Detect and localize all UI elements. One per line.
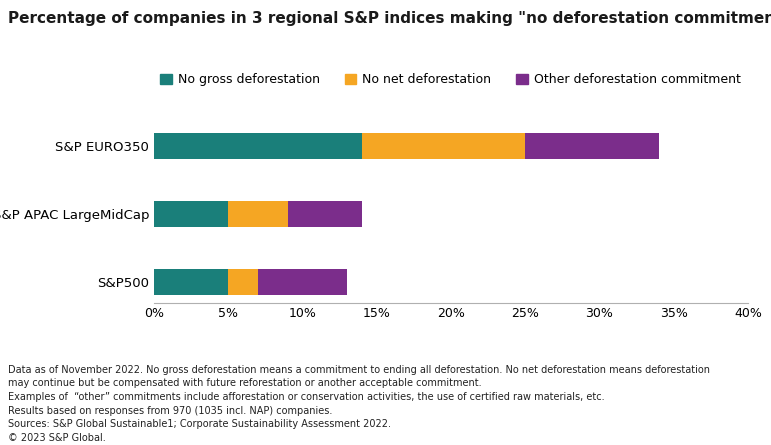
Bar: [228, 269, 258, 295]
Bar: [154, 133, 362, 158]
Bar: [154, 201, 228, 227]
Bar: [258, 269, 347, 295]
Bar: [362, 133, 525, 158]
Legend: No gross deforestation, No net deforestation, Other deforestation commitment: No gross deforestation, No net deforesta…: [160, 73, 741, 86]
Bar: [228, 201, 288, 227]
Bar: [525, 133, 658, 158]
Bar: [288, 201, 362, 227]
Text: Data as of November 2022. No gross deforestation means a commitment to ending al: Data as of November 2022. No gross defor…: [8, 365, 710, 443]
Text: Percentage of companies in 3 regional S&P indices making "no deforestation commi: Percentage of companies in 3 regional S&…: [8, 11, 771, 26]
Bar: [154, 269, 228, 295]
